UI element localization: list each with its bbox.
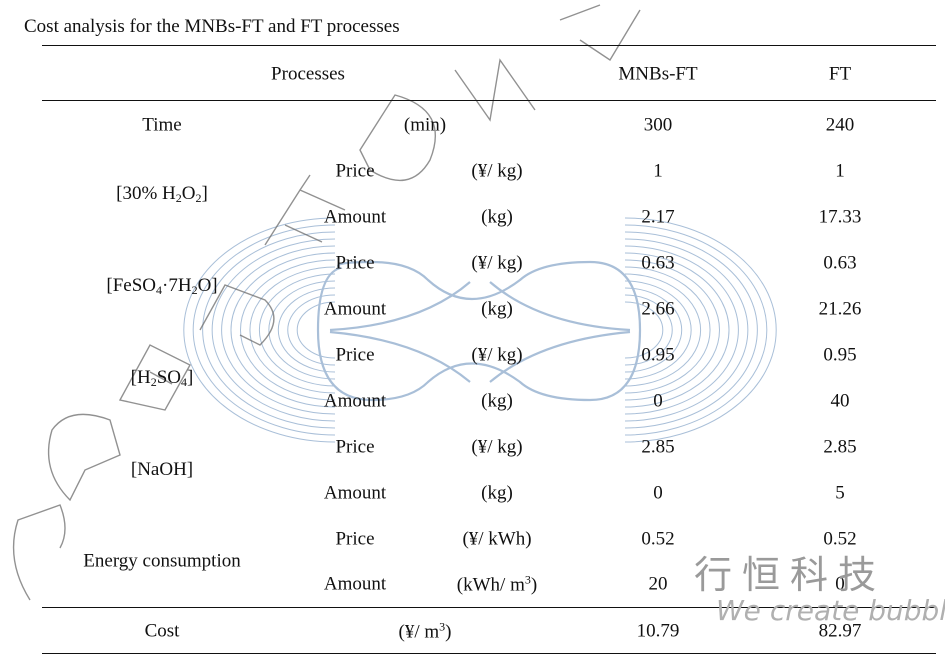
energy-price-label: Price	[335, 528, 375, 550]
field-line	[230, 252, 336, 408]
price-label: Price	[335, 436, 375, 458]
brand-slogan-text: We create bubbles	[716, 594, 945, 627]
amount-label: Amount	[323, 298, 387, 320]
field-line	[183, 217, 336, 443]
amount-label: Amount	[323, 206, 387, 228]
amount-mnbs-ft: 2.17	[641, 206, 675, 228]
field-line	[221, 245, 336, 415]
amount-unit: (kg)	[481, 206, 513, 228]
energy-price-ft: 0.52	[823, 528, 857, 550]
price-unit: (¥/ kg)	[471, 344, 523, 366]
energy-price-mnbs-ft: 0.52	[641, 528, 675, 550]
energy-amount-ft: 0	[835, 573, 845, 595]
brand-chinese-text: 行恒科技	[694, 553, 887, 597]
field-line	[240, 259, 336, 401]
time-label: Time	[142, 114, 182, 136]
price-label: Price	[335, 252, 375, 274]
energy-amount-label: Amount	[323, 573, 387, 595]
amount-mnbs-ft: 0	[653, 482, 663, 504]
amount-ft: 21.26	[818, 298, 862, 320]
reagent-name: [FeSO4·7H2O]	[106, 275, 218, 297]
field-line	[624, 259, 720, 401]
reagent-name: [NaOH]	[130, 459, 194, 480]
price-mnbs-ft: 0.95	[641, 344, 675, 366]
amount-mnbs-ft: 2.66	[641, 298, 675, 320]
price-ft: 1	[835, 160, 845, 182]
price-ft: 0.95	[823, 344, 857, 366]
bubble-logo-shape	[316, 260, 642, 402]
price-unit: (¥/ kg)	[471, 252, 523, 274]
amount-ft: 40	[830, 390, 850, 412]
price-mnbs-ft: 1	[653, 160, 663, 182]
field-line	[202, 231, 336, 429]
price-mnbs-ft: 0.63	[641, 252, 675, 274]
header-processes: Processes	[271, 63, 345, 85]
price-mnbs-ft: 2.85	[641, 436, 675, 458]
energy-amount-mnbs-ft: 20	[648, 573, 668, 595]
reagent-name: [H2SO4]	[130, 367, 194, 389]
field-line	[249, 266, 336, 394]
price-unit: (¥/ kg)	[471, 436, 523, 458]
price-label: Price	[335, 344, 375, 366]
time-ft: 240	[825, 114, 855, 136]
price-ft: 0.63	[823, 252, 857, 274]
amount-label: Amount	[323, 482, 387, 504]
field-line	[624, 266, 711, 394]
field-line	[192, 224, 336, 436]
amount-unit: (kg)	[481, 482, 513, 504]
amount-mnbs-ft: 0	[653, 390, 663, 412]
table-caption: Cost analysis for the MNBs-FT and FT pro…	[24, 16, 400, 37]
time-unit: (min)	[403, 114, 447, 136]
header-rule	[42, 100, 936, 101]
price-unit: (¥/ kg)	[471, 160, 523, 182]
field-line	[624, 252, 730, 408]
field-line	[624, 273, 702, 387]
time-mnbs-ft: 300	[643, 114, 673, 136]
cost-ft: 82.97	[818, 620, 862, 642]
amount-ft: 5	[835, 482, 845, 504]
header-ft: FT	[828, 63, 852, 85]
cost-label: Cost	[144, 620, 180, 642]
amount-unit: (kg)	[481, 390, 513, 412]
amount-label: Amount	[323, 390, 387, 412]
amount-ft: 17.33	[818, 206, 862, 228]
price-label: Price	[335, 160, 375, 182]
reagent-name: [30% H2O2]	[116, 183, 208, 205]
energy-amount-unit: (kWh/ m3)	[456, 572, 538, 596]
cost-unit: (¥/ m3)	[398, 619, 452, 643]
price-ft: 2.85	[823, 436, 857, 458]
amount-unit: (kg)	[481, 298, 513, 320]
cost-mnbs-ft: 10.79	[636, 620, 680, 642]
bottom-rule	[42, 653, 936, 654]
field-line	[211, 238, 336, 422]
energy-price-unit: (¥/ kWh)	[462, 528, 532, 550]
cost-rule	[42, 607, 936, 608]
field-line	[268, 280, 336, 380]
energy-label: Energy consumption	[83, 550, 241, 572]
field-line	[258, 273, 336, 387]
top-rule	[42, 45, 936, 46]
header-mnbs-ft: MNBs-FT	[618, 63, 698, 85]
